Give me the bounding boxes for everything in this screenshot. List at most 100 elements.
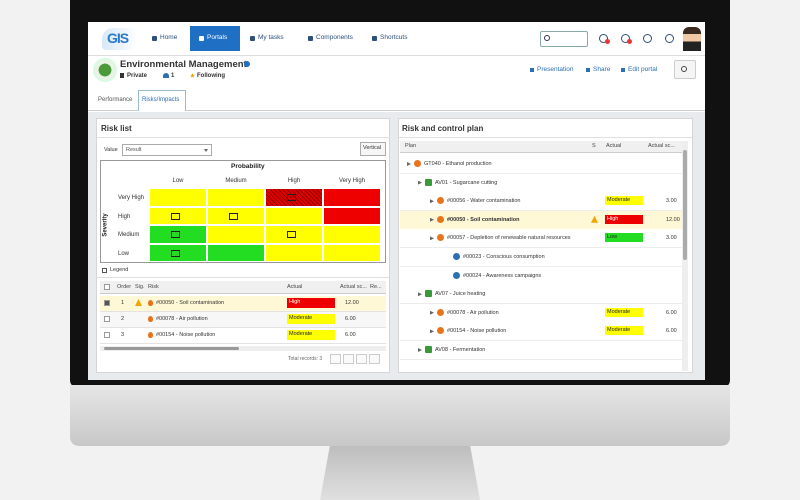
plan-icon (437, 234, 444, 242)
header-checkbox[interactable] (104, 284, 110, 290)
plan-actual: Moderate (607, 308, 631, 315)
tab-active (138, 90, 186, 111)
plan-row[interactable] (400, 285, 682, 305)
header-action[interactable]: Presentation (537, 66, 574, 73)
nav-icon-button[interactable] (621, 34, 630, 43)
nav-item[interactable]: Home (160, 34, 178, 41)
tab[interactable]: Performance (98, 97, 133, 103)
matrix-cell[interactable] (207, 188, 265, 207)
header (88, 56, 705, 112)
plan-actual: High (607, 215, 619, 222)
notification-badge (605, 39, 610, 44)
row-checkbox[interactable] (104, 316, 110, 322)
notification-badge (627, 39, 632, 44)
panel-title: Risk list (101, 124, 132, 133)
pager-button[interactable] (356, 354, 367, 364)
pager-button[interactable] (369, 354, 380, 364)
table-row[interactable] (100, 328, 386, 344)
matrix-cell[interactable] (207, 243, 265, 262)
table-column-header: Actual sc... (340, 284, 367, 290)
plan-label: AV08 - Fermentation (435, 347, 486, 353)
vertical-button[interactable] (360, 142, 386, 156)
panel-divider (97, 137, 389, 138)
matrix-cell[interactable] (265, 206, 323, 225)
row-score: 6.00 (345, 316, 356, 322)
vertical-button-text[interactable]: Vertical (363, 145, 382, 151)
action-icon (530, 68, 534, 72)
pager-button[interactable] (330, 354, 341, 364)
row-risk: #00154 - Noise pollution (156, 332, 216, 338)
matrix-marker (171, 212, 180, 220)
matrix-marker (171, 231, 180, 238)
search-icon (544, 35, 550, 41)
matrix-column-label: Very High (338, 178, 365, 184)
plan-icon (414, 160, 421, 167)
matrix-cell[interactable] (323, 243, 381, 262)
table-column-header: Sig. (135, 284, 145, 290)
matrix-cell[interactable] (323, 206, 381, 225)
row-checkbox[interactable] (104, 300, 110, 306)
tab[interactable]: Risks/Impacts (142, 97, 180, 103)
matrix-marker (229, 212, 238, 220)
nav-item[interactable]: Portals (207, 34, 228, 41)
plan-row[interactable] (400, 173, 682, 193)
header-action[interactable]: Share (593, 66, 611, 73)
nav-icon-button[interactable] (643, 34, 652, 43)
h-scrollbar (100, 346, 386, 351)
legend[interactable]: Legend (110, 267, 129, 273)
matrix-cell[interactable] (149, 206, 207, 225)
matrix-cell[interactable] (323, 225, 381, 244)
privacy: Private (127, 73, 148, 79)
star-icon (190, 73, 195, 78)
nav-item[interactable]: Components (316, 34, 353, 41)
matrix-cell[interactable] (207, 225, 265, 244)
row-actual: High (289, 299, 301, 305)
portal-title: Environmental Management (120, 59, 247, 70)
plan-row[interactable] (400, 155, 682, 174)
value-select[interactable] (122, 144, 212, 156)
plan-label: GT040 - Ethanol production (424, 161, 492, 167)
matrix-row-label: Very High (118, 195, 145, 201)
matrix-column-label: Medium (225, 178, 247, 184)
plan-header (400, 141, 682, 153)
search-box[interactable] (540, 31, 588, 47)
plan-row[interactable] (400, 266, 682, 286)
row-checkbox[interactable] (104, 332, 110, 338)
plan-actual: Moderate (607, 327, 631, 334)
matrix-cell[interactable] (265, 243, 323, 262)
nav-item[interactable]: My tasks (258, 34, 284, 41)
plan-label: #00078 - Air pollution (447, 309, 499, 316)
row-risk: #00078 - Air pollution (156, 316, 208, 322)
expand-arrow (407, 162, 411, 166)
matrix-cell[interactable] (149, 243, 207, 262)
nav-icon-button[interactable] (599, 34, 608, 43)
value-select-text[interactable]: Result (126, 147, 142, 153)
row-order: 2 (121, 316, 125, 322)
matrix-cell[interactable] (149, 225, 207, 244)
risk-icon (148, 332, 153, 338)
nav-icon (308, 36, 313, 41)
avatar[interactable] (683, 27, 701, 51)
gear-icon (681, 66, 687, 72)
plan-score: 6.00 (666, 309, 677, 316)
matrix-cell[interactable] (265, 225, 323, 244)
matrix-cell[interactable] (323, 188, 381, 207)
matrix-cell[interactable] (207, 206, 265, 225)
row-risk: #00050 - Soil contamination (156, 300, 225, 306)
legend-icon (102, 268, 107, 273)
table-row[interactable] (100, 312, 386, 328)
action-icon (586, 68, 590, 72)
matrix-cell[interactable] (265, 188, 323, 207)
pager-button[interactable] (343, 354, 354, 364)
plan-row[interactable] (400, 248, 682, 267)
stand (320, 445, 480, 500)
table-row[interactable] (100, 296, 386, 312)
plan-score: 6.00 (666, 328, 677, 335)
nav-icon-button[interactable] (665, 34, 674, 43)
nav-item[interactable]: Shortcuts (380, 34, 408, 41)
plan-row[interactable] (400, 341, 682, 360)
matrix-cell[interactable] (149, 188, 207, 207)
nav-icon (372, 36, 377, 41)
header-action[interactable]: Edit portal (628, 66, 658, 73)
